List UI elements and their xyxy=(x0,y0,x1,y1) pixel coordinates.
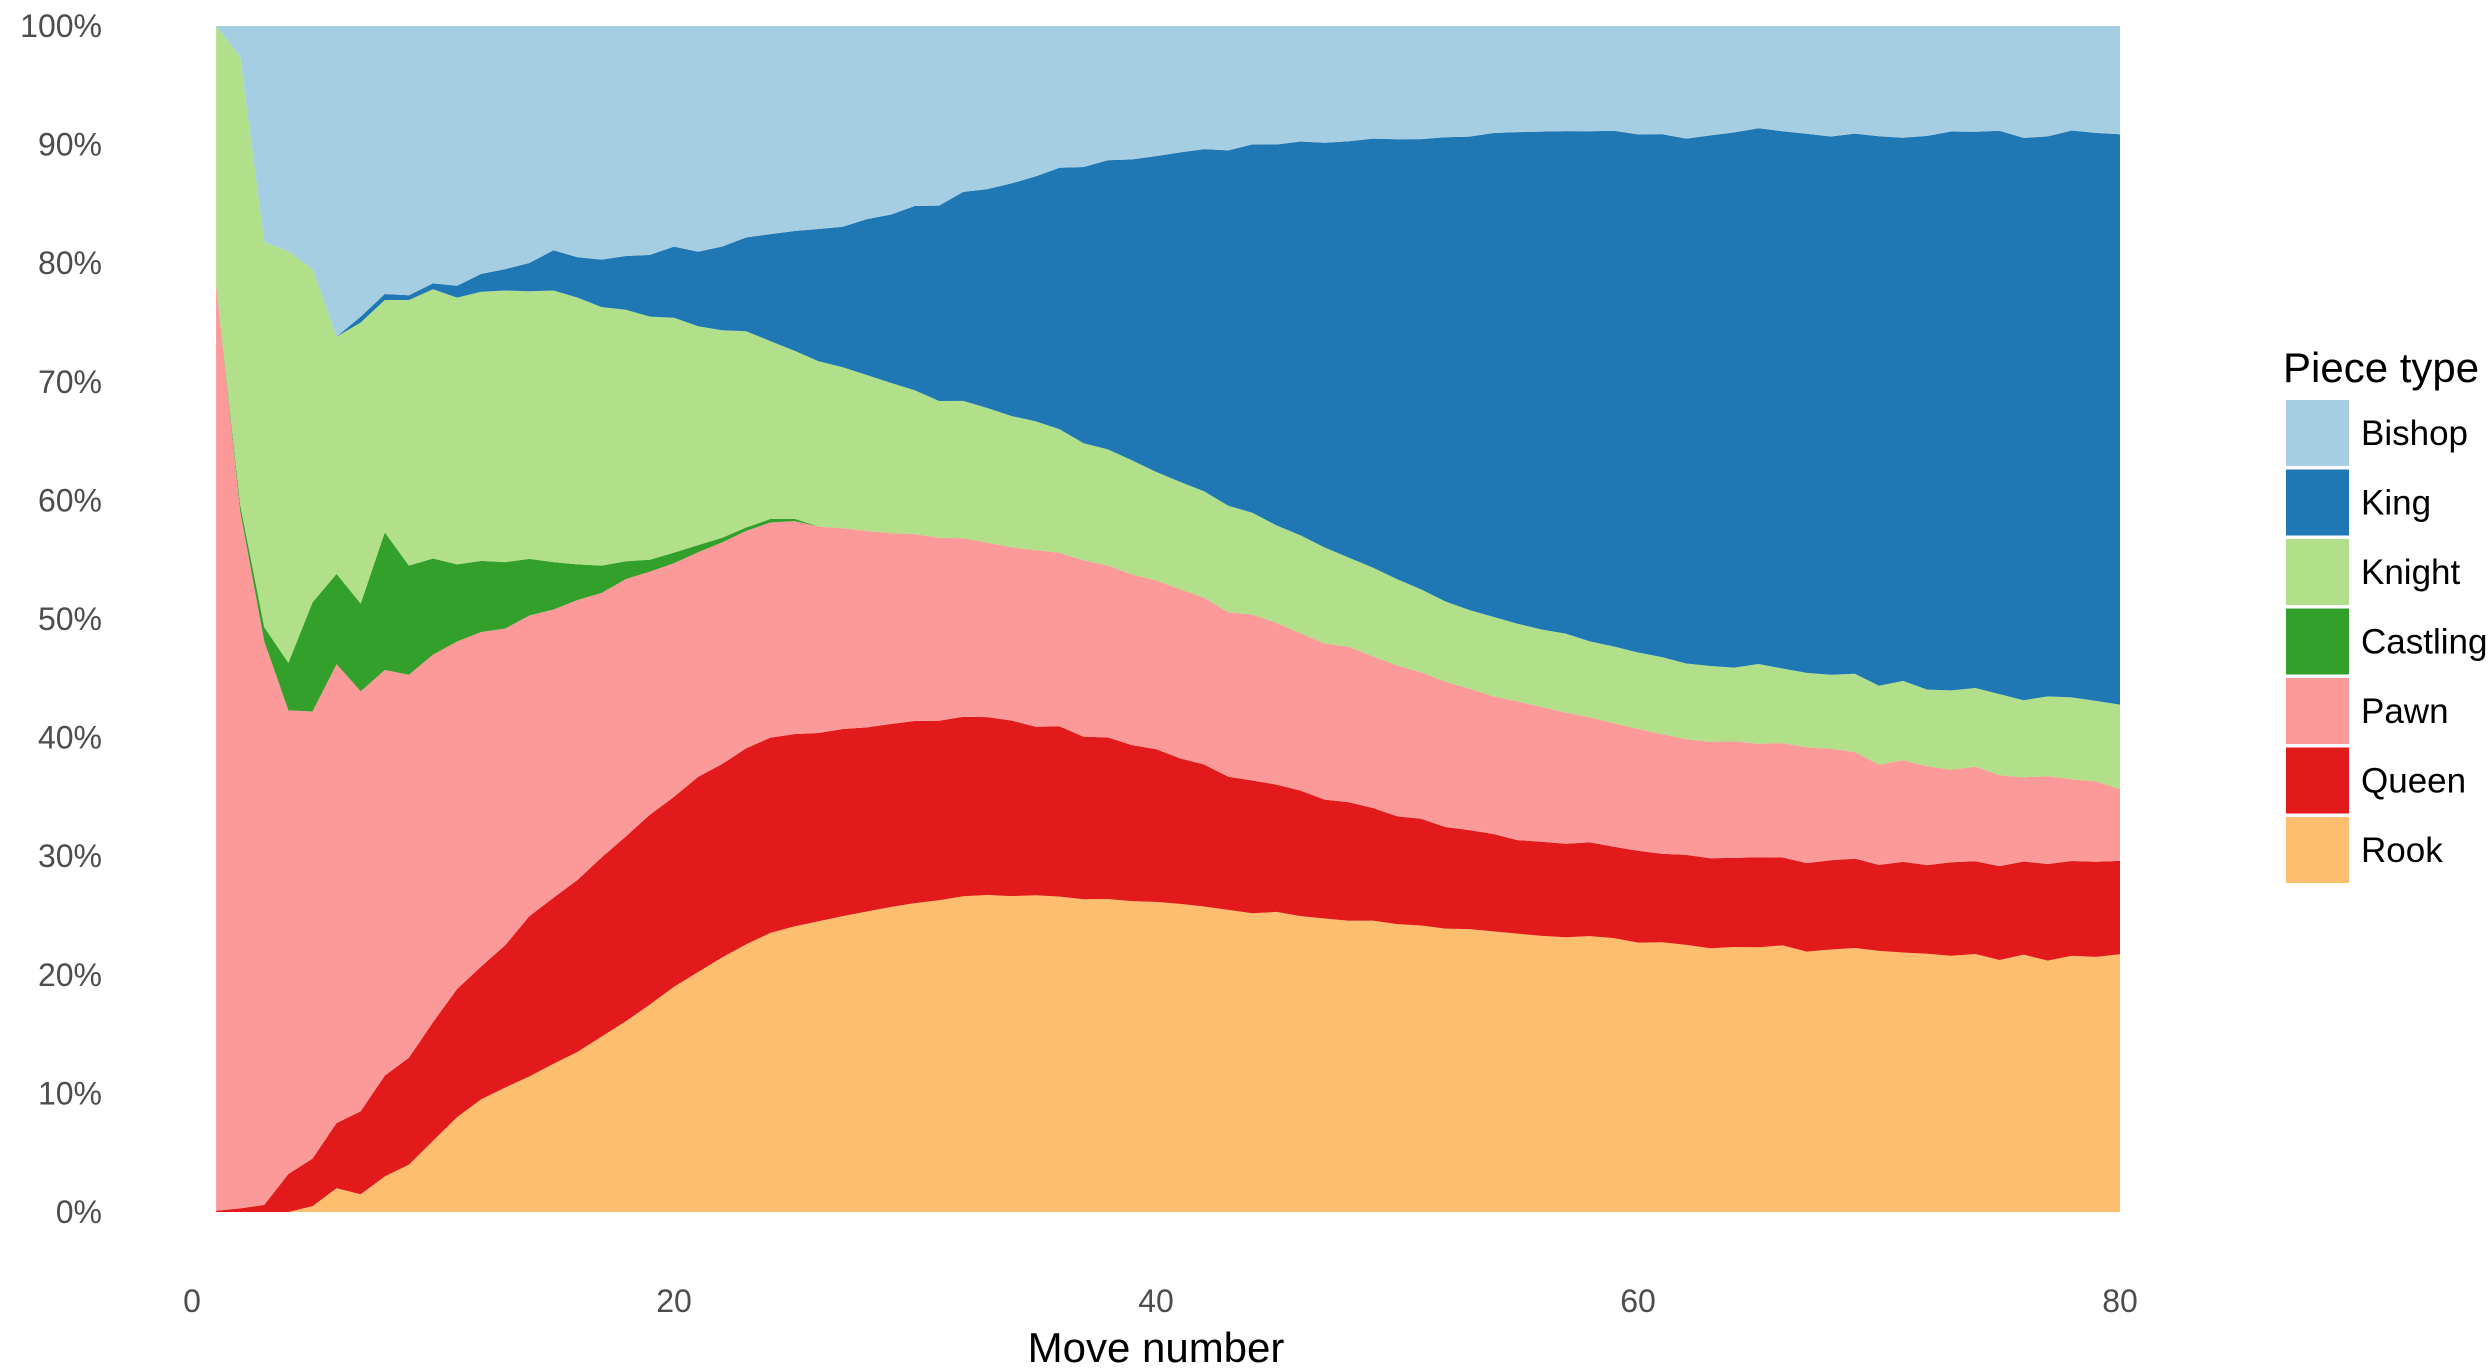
legend-swatch-queen xyxy=(2286,747,2349,814)
area-queen xyxy=(216,716,2121,1212)
legend-label-pawn: Pawn xyxy=(2361,692,2449,731)
area-bishop xyxy=(216,26,2121,337)
legend-label-bishop: Bishop xyxy=(2361,414,2468,453)
legend-swatch-rook xyxy=(2286,817,2349,883)
legend-items: Bishop King Knight Castling Pawn Queen Rook xyxy=(2286,400,2487,883)
x-tick-label: 40 xyxy=(1138,1283,1174,1319)
area-pawn xyxy=(216,284,2121,1211)
x-tick-label: 20 xyxy=(656,1283,692,1319)
y-tick-label: 80% xyxy=(38,245,102,281)
y-tick-label: 10% xyxy=(38,1075,102,1111)
stacked-areas xyxy=(216,26,2121,1212)
y-tick-label: 40% xyxy=(38,720,102,756)
legend-title: Piece type xyxy=(2283,344,2479,391)
legend-label-king: King xyxy=(2361,484,2431,523)
x-tick-label: 60 xyxy=(1620,1283,1656,1319)
legend: Piece type Bishop King Knight Castling Pawn Q… xyxy=(2283,344,2487,883)
y-tick-label: 50% xyxy=(38,601,102,637)
x-axis-title: Move number xyxy=(1028,1324,1285,1369)
y-tick-label: 0% xyxy=(56,1194,102,1230)
y-tick-label: 20% xyxy=(38,957,102,993)
area-king xyxy=(216,26,2121,705)
legend-label-rook: Rook xyxy=(2361,831,2443,870)
legend-swatch-bishop xyxy=(2286,400,2349,466)
y-axis-ticks: 0% 10% 20% 30% 40% 50% 60% 70% 80% 90% 100% xyxy=(20,8,102,1230)
x-tick-label: 0 xyxy=(183,1283,201,1319)
x-tick-label: 80 xyxy=(2102,1283,2138,1319)
legend-swatch-king xyxy=(2286,469,2349,536)
legend-label-knight: Knight xyxy=(2361,553,2461,592)
legend-swatch-knight xyxy=(2286,539,2349,605)
legend-label-castling: Castling xyxy=(2361,623,2487,662)
legend-label-queen: Queen xyxy=(2361,762,2466,801)
area-knight xyxy=(216,26,2121,790)
area-rook xyxy=(216,895,2121,1212)
y-tick-label: 90% xyxy=(38,127,102,163)
legend-swatch-pawn xyxy=(2286,678,2349,744)
y-tick-label: 60% xyxy=(38,482,102,518)
legend-swatch-castling xyxy=(2286,608,2349,675)
y-tick-label: 100% xyxy=(20,8,102,44)
y-tick-label: 30% xyxy=(38,838,102,874)
x-axis-ticks: 0 20 40 60 80 xyxy=(183,1283,2138,1319)
y-tick-label: 70% xyxy=(38,364,102,400)
